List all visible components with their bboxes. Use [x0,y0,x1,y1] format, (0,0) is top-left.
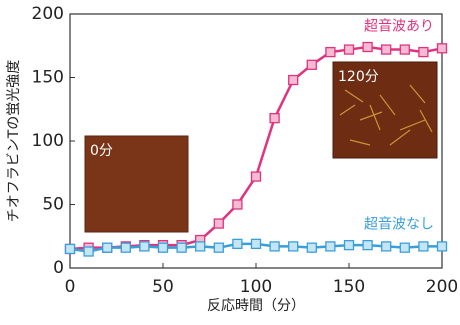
marker [307,60,316,69]
marker [438,44,447,53]
x-tick-label: 150 [333,277,365,297]
y-tick-label: 200 [32,4,64,24]
marker [84,247,93,256]
marker [121,243,130,252]
marker [363,43,372,52]
series-label: 超音波あり [364,17,434,34]
y-tick-label: 100 [32,131,64,151]
marker [382,45,391,54]
annotation: 0分 [90,143,113,159]
y-tick-label: 150 [32,68,64,88]
y-tick-label: 50 [42,195,64,215]
marker [419,48,428,57]
annotation: 120分 [338,69,379,85]
x-tick-label: 50 [152,277,174,297]
marker [196,242,205,251]
chart: 0分 120分 反応時間（分） チオフラビンTの蛍光強度 0 50 100 150 20… [0,0,460,325]
marker [345,241,354,250]
marker [345,45,354,54]
marker [214,219,223,228]
x-tick-label: 200 [426,277,458,297]
marker [363,241,372,250]
marker [270,114,279,123]
marker [289,76,298,85]
x-tick-label: 0 [65,277,76,297]
series-label: 超音波なし [364,215,434,232]
marker [326,48,335,57]
marker [233,239,242,248]
marker [326,242,335,251]
x-axis-label: 反応時間（分） [207,298,305,314]
marker [270,242,279,251]
y-tick-label: 0 [53,258,64,278]
marker [159,243,168,252]
marker [307,243,316,252]
marker [214,243,223,252]
marker [233,200,242,209]
marker [177,243,186,252]
marker [66,244,75,253]
marker [400,45,409,54]
x-tick-label: 100 [240,277,272,297]
marker [419,242,428,251]
marker [252,239,261,248]
marker [103,243,112,252]
marker [289,242,298,251]
marker [252,172,261,181]
marker [140,242,149,251]
marker [438,242,447,251]
y-axis-label: チオフラビンTの蛍光強度 [6,60,22,223]
marker [400,243,409,252]
marker [382,242,391,251]
